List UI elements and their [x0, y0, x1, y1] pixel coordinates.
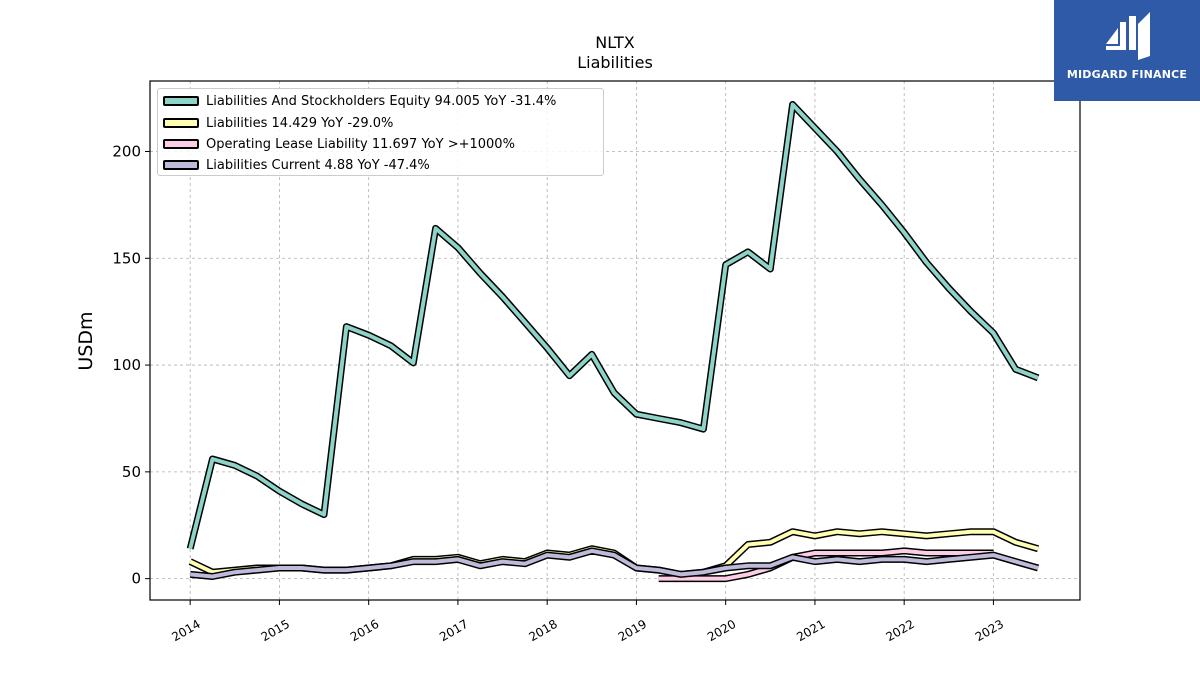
x-tick-label: 2020 — [705, 617, 738, 644]
series-line-liabilities-and-stockholders-equity — [188, 102, 1039, 550]
x-axis-ticks: 2014 2015 2016 2017 2018 2019 2020 2021 2022 2023 — [169, 600, 1006, 644]
y-tick-label: 100 — [112, 356, 141, 374]
legend-swatch-liabilities-current — [163, 160, 199, 170]
x-tick-label: 2018 — [526, 617, 559, 644]
chart-subtitle: Liabilities — [577, 53, 653, 72]
legend-item-liabilities: Liabilities 14.429 YoY -29.0% — [163, 115, 394, 131]
x-tick-label: 2014 — [169, 617, 202, 644]
y-tick-label: 50 — [122, 463, 141, 481]
legend-label-operating-lease: Operating Lease Liability 11.697 YoY >+1… — [206, 136, 515, 152]
x-tick-label: 2015 — [259, 617, 292, 644]
legend-swatch-equity — [163, 96, 199, 106]
midgard-logo-icon — [1106, 12, 1150, 60]
legend-item-operating-lease: Operating Lease Liability 11.697 YoY >+1… — [163, 136, 515, 152]
legend-label-liabilities: Liabilities 14.429 YoY -29.0% — [206, 115, 394, 131]
legend-label-liabilities-current: Liabilities Current 4.88 YoY -47.4% — [206, 157, 430, 173]
x-tick-label: 2022 — [883, 617, 916, 644]
x-tick-label: 2017 — [437, 617, 470, 644]
x-tick-label: 2021 — [794, 617, 827, 644]
brand-logo: MIDGARD FINANCE — [1054, 0, 1200, 101]
legend-swatch-liabilities — [163, 118, 199, 128]
x-tick-label: 2019 — [616, 617, 649, 644]
y-tick-label: 200 — [112, 142, 141, 160]
chart-title: NLTX — [595, 33, 634, 52]
brand-name: MIDGARD FINANCE — [1066, 68, 1188, 81]
y-tick-label: 150 — [112, 249, 141, 267]
legend-item-liabilities-current: Liabilities Current 4.88 YoY -47.4% — [163, 157, 430, 173]
chart-legend: Liabilities And Stockholders Equity 94.0… — [157, 88, 604, 176]
y-axis-ticks: 0 50 100 150 200 — [112, 142, 150, 588]
legend-label-equity: Liabilities And Stockholders Equity 94.0… — [206, 93, 557, 109]
x-tick-label: 2016 — [348, 617, 381, 644]
y-axis-label: USDm — [75, 311, 97, 370]
legend-swatch-operating-lease — [163, 139, 199, 149]
x-tick-label: 2023 — [973, 617, 1006, 644]
series-line-operating-lease-liability — [658, 548, 994, 581]
series-line-liabilities-current — [190, 548, 1039, 579]
legend-item-equity: Liabilities And Stockholders Equity 94.0… — [163, 93, 557, 109]
series-layer — [186, 101, 1040, 583]
y-tick-label: 0 — [131, 570, 141, 588]
plot-frame — [149, 80, 1081, 601]
